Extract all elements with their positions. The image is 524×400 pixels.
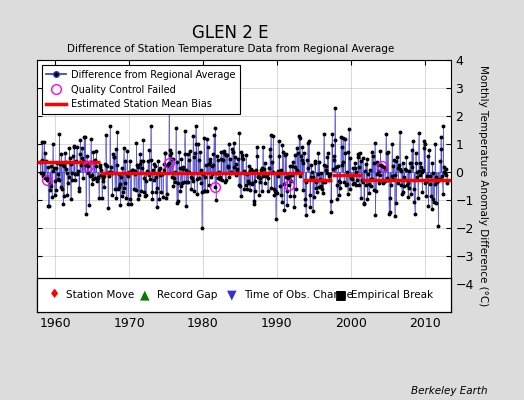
Legend: Difference from Regional Average, Quality Control Failed, Estimated Station Mean: Difference from Regional Average, Qualit… (41, 65, 240, 114)
Text: Record Gap: Record Gap (157, 290, 217, 300)
Text: ■: ■ (335, 288, 346, 302)
Y-axis label: Monthly Temperature Anomaly Difference (°C): Monthly Temperature Anomaly Difference (… (478, 65, 488, 307)
Text: Empirical Break: Empirical Break (351, 290, 433, 300)
Text: Berkeley Earth: Berkeley Earth (411, 386, 487, 396)
Text: GLEN 2 E: GLEN 2 E (192, 24, 269, 42)
Text: Station Move: Station Move (66, 290, 134, 300)
Text: ♦: ♦ (49, 288, 60, 302)
Text: Difference of Station Temperature Data from Regional Average: Difference of Station Temperature Data f… (67, 44, 394, 54)
Text: Time of Obs. Change: Time of Obs. Change (244, 290, 353, 300)
Text: ▲: ▲ (140, 288, 150, 302)
Text: ▼: ▼ (227, 288, 237, 302)
